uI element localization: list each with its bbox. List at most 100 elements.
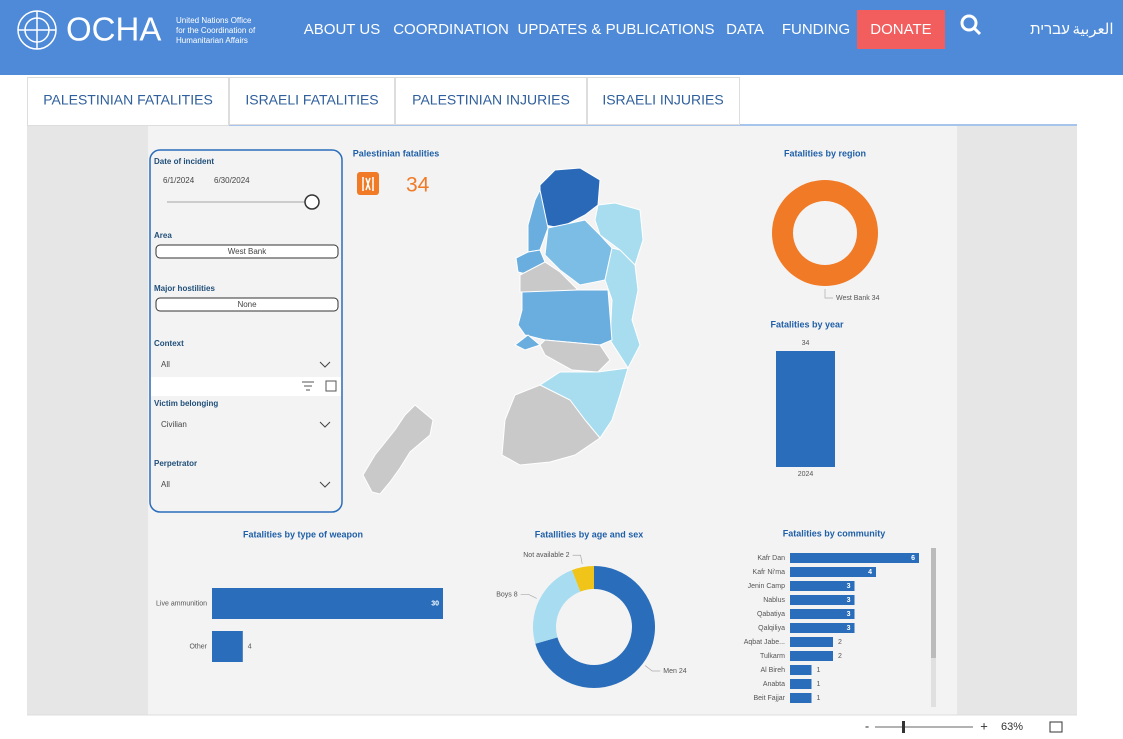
- zoom-out[interactable]: -: [865, 718, 869, 733]
- tab[interactable]: [229, 77, 395, 125]
- data-label: Men 24: [663, 668, 686, 675]
- tab-label[interactable]: PALESTINIAN FATALITIES: [43, 92, 213, 108]
- nav-link[interactable]: DATA: [726, 21, 764, 38]
- filter-value[interactable]: All: [161, 360, 170, 369]
- fit-page[interactable]: [1049, 721, 1063, 733]
- data-label: 1: [817, 667, 821, 674]
- filter-value[interactable]: None: [237, 300, 257, 309]
- category-label: Jenin Camp: [748, 583, 785, 590]
- dropdown[interactable]: [155, 297, 339, 312]
- data-label: West Bank 34: [836, 295, 880, 302]
- filter-value[interactable]: All: [161, 480, 170, 489]
- category-label: Beit Fajjar: [753, 695, 785, 702]
- data-label: 1: [817, 681, 821, 688]
- nav-link[interactable]: UPDATES & PUBLICATIONS: [518, 21, 715, 38]
- category-label: 2024: [798, 471, 814, 478]
- filter-value[interactable]: 6/30/2024: [214, 176, 250, 185]
- category-label: Kafr Ni'ma: [753, 569, 786, 576]
- bar: [790, 623, 855, 633]
- data-label: 3: [847, 583, 851, 590]
- chart-title: Fatalities by region: [784, 148, 866, 158]
- zoom-level: 63%: [1001, 721, 1023, 733]
- logo[interactable]: OCHA: [66, 11, 161, 48]
- donate-button[interactable]: [857, 10, 945, 49]
- data-label: 3: [847, 597, 851, 604]
- search-icon[interactable]: [960, 14, 982, 36]
- data-label: 2: [838, 639, 842, 646]
- filter-panel: [149, 149, 343, 513]
- language-link[interactable]: العربية: [1073, 21, 1114, 38]
- nav-link[interactable]: ABOUT US: [304, 21, 380, 38]
- tab[interactable]: [587, 77, 740, 125]
- kpi-title: Palestinian fatalities: [353, 148, 440, 158]
- filter-value[interactable]: 6/1/2024: [163, 176, 195, 185]
- scrollbar-thumb[interactable]: [931, 548, 936, 658]
- zoom-in[interactable]: +: [980, 718, 988, 733]
- tab-label[interactable]: ISRAELI FATALITIES: [245, 92, 378, 108]
- filter-label: Victim belonging: [154, 399, 218, 408]
- data-label: 34: [802, 340, 810, 347]
- logo-sub: Humanitarian Affairs: [176, 36, 248, 45]
- chart-title: Fatalities by year: [770, 319, 844, 329]
- chevron[interactable]: [319, 421, 331, 428]
- data-label-category: Not available: [523, 552, 564, 559]
- filter-label: Context: [154, 339, 184, 348]
- leader-line: [572, 554, 583, 565]
- data-label-category: Men: [663, 668, 677, 675]
- leader-line: [824, 289, 833, 299]
- bar: [212, 631, 243, 662]
- category-label: Tulkarm: [760, 653, 785, 660]
- category-label: Aqbat Jabe...: [744, 639, 785, 646]
- date-slider-handle[interactable]: [304, 194, 320, 210]
- map: [362, 167, 644, 495]
- data-label: 30: [431, 600, 439, 607]
- bar: [790, 553, 919, 563]
- bar: [790, 581, 855, 591]
- data-label: 6: [911, 555, 915, 562]
- bar: [776, 351, 835, 467]
- filter-label: Major hostilities: [154, 284, 215, 293]
- chart-title: Fatalities by type of weapon: [243, 529, 363, 539]
- donate-label[interactable]: DONATE: [870, 21, 931, 38]
- bar: [790, 665, 812, 675]
- filter-label: Date of incident: [154, 157, 214, 166]
- data-label-category: Boys: [496, 591, 512, 598]
- chevron[interactable]: [319, 361, 331, 368]
- data-label: 1: [817, 695, 821, 702]
- donut-segment: [535, 566, 655, 688]
- bar: [790, 609, 855, 619]
- zoom-handle[interactable]: [902, 721, 905, 733]
- tab-label[interactable]: PALESTINIAN INJURIES: [412, 92, 570, 108]
- nav-link[interactable]: FUNDING: [782, 21, 850, 38]
- bar: [790, 679, 812, 689]
- data-label-category: West Bank: [836, 295, 870, 302]
- category-label: Al Bireh: [760, 667, 785, 674]
- visual-icons[interactable]: [302, 380, 337, 392]
- category-label: Nablus: [763, 597, 785, 604]
- donut-segment: [571, 566, 594, 592]
- tab[interactable]: [395, 77, 587, 125]
- data-label-value: 34: [872, 295, 880, 302]
- filter-value[interactable]: Civilian: [161, 420, 187, 429]
- category-label: Qalqiliya: [758, 625, 785, 632]
- tab-label[interactable]: ISRAELI INJURIES: [602, 92, 723, 108]
- language-link[interactable]: עברית: [1030, 21, 1070, 38]
- category-label: Live ammunition: [156, 600, 207, 607]
- chevron[interactable]: [319, 481, 331, 488]
- logo-sub: for the Coordination of: [176, 26, 256, 35]
- logo-sub: United Nations Office: [176, 16, 252, 25]
- data-label: Boys 8: [496, 591, 518, 598]
- nav-link[interactable]: COORDINATION: [393, 21, 509, 38]
- category-label: Kafr Dan: [757, 555, 785, 562]
- chart-title: Fatalities by community: [783, 528, 886, 538]
- chart-title: Fatallities by age and sex: [535, 529, 644, 539]
- kpi-icon-figure: [362, 177, 374, 191]
- data-label-value: 24: [679, 668, 687, 675]
- leader-line: [644, 665, 661, 672]
- filter-value[interactable]: West Bank: [228, 247, 268, 256]
- dropdown[interactable]: [155, 244, 339, 259]
- visual-header: [151, 377, 341, 396]
- leader-line: [520, 594, 537, 599]
- tab-active[interactable]: [27, 77, 229, 126]
